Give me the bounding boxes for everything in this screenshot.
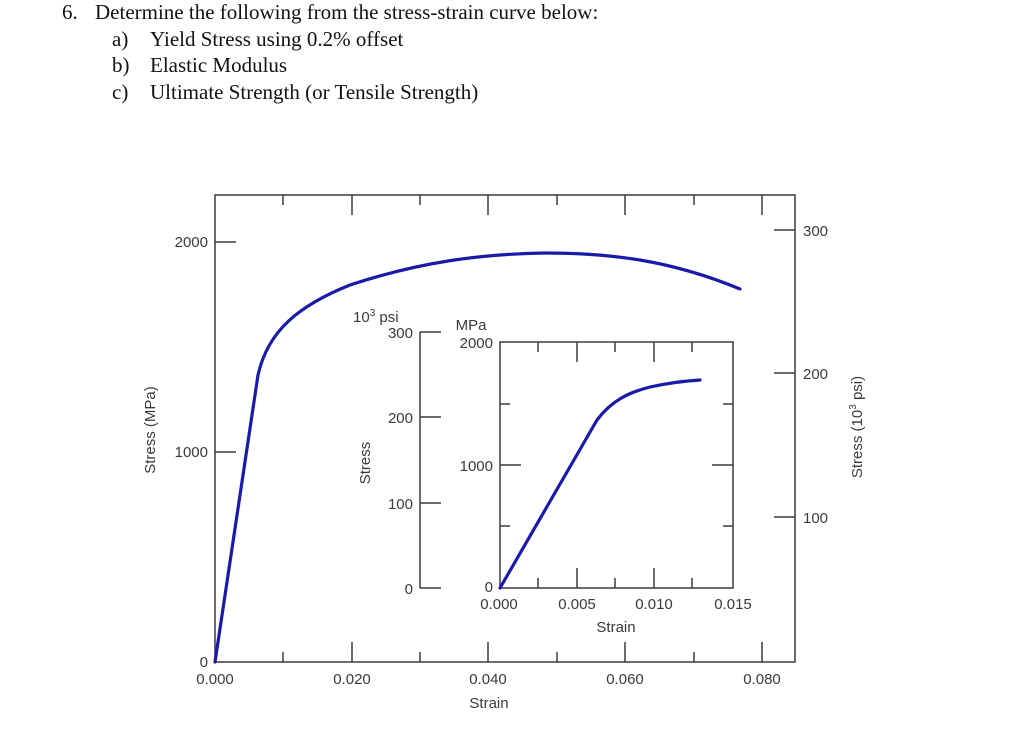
item-letter: a): [112, 27, 129, 51]
question-text: Determine the following from the stress-…: [95, 0, 599, 24]
question-prompt: 6. Determine the following from the stres…: [62, 0, 598, 24]
inset-x-tick: 0.000: [480, 596, 518, 613]
inset-psi-axis: [419, 331, 441, 589]
inset-psi-tick: 0: [405, 581, 413, 598]
inset-y-axis-label: Stress: [357, 442, 374, 485]
question-number: 6.: [62, 0, 78, 24]
x-tick-label: 0.060: [606, 671, 644, 688]
inset-psi-tick: 300: [388, 325, 413, 342]
main-y-left-tick-labels: 0 1000 2000: [175, 234, 208, 671]
inset-psi-unit: 103 psi: [353, 308, 399, 326]
inset-x-tick: 0.005: [558, 596, 596, 613]
inset-x-axis-label: Strain: [596, 619, 635, 636]
x-tick-label: 0.020: [333, 671, 371, 688]
inset-mpa-tick: 2000: [460, 335, 493, 352]
inset-frame: [499, 341, 734, 589]
y-right-tick-label: 200: [803, 366, 828, 383]
x-tick-label: 0.000: [196, 671, 234, 688]
x-tick-label: 0.040: [469, 671, 507, 688]
main-x-tick-labels: 0.000 0.020 0.040 0.060 0.080: [196, 671, 781, 688]
y-tick-label: 0: [200, 654, 208, 671]
inset-x-tick: 0.015: [714, 596, 752, 613]
item-text: Ultimate Strength (or Tensile Strength): [150, 80, 479, 104]
main-x-axis-label: Strain: [469, 695, 508, 712]
inset-psi-tick: 200: [388, 410, 413, 427]
main-y-axis-label-right: Stress (103 psi): [848, 376, 866, 478]
y-tick-label: 2000: [175, 234, 208, 251]
main-y-right-tick-labels: 100 200 300: [803, 223, 828, 527]
question-item-b: b) Elastic Modulus: [112, 53, 287, 77]
item-letter: b): [112, 53, 130, 77]
question-item-a: a) Yield Stress using 0.2% offset: [112, 27, 403, 51]
main-stress-strain-curve: [213, 251, 742, 664]
inset-x-tick: 0.010: [635, 596, 673, 613]
main-y-axis-label-left: Stress (MPa): [142, 386, 159, 474]
inset-mpa-unit: MPa: [456, 317, 488, 334]
inset-stress-strain-curve: [498, 378, 702, 590]
inset-mpa-tick: 1000: [460, 458, 493, 475]
item-text: Elastic Modulus: [150, 53, 288, 77]
x-tick-label: 0.080: [743, 671, 781, 688]
main-plot-frame: [214, 194, 796, 663]
inset-psi-tick: 100: [388, 496, 413, 513]
y-right-tick-label: 300: [803, 223, 828, 240]
inset-chart: 300 200 100 0 103 psi Stress: [353, 308, 752, 636]
question-item-c: c) Ultimate Strength (or Tensile Strength…: [112, 80, 478, 104]
item-letter: c): [112, 80, 129, 104]
y-tick-label: 1000: [175, 444, 208, 461]
y-right-tick-label: 100: [803, 510, 828, 527]
item-text: Yield Stress using 0.2% offset: [150, 27, 404, 51]
inset-mpa-tick: 0: [485, 579, 493, 596]
